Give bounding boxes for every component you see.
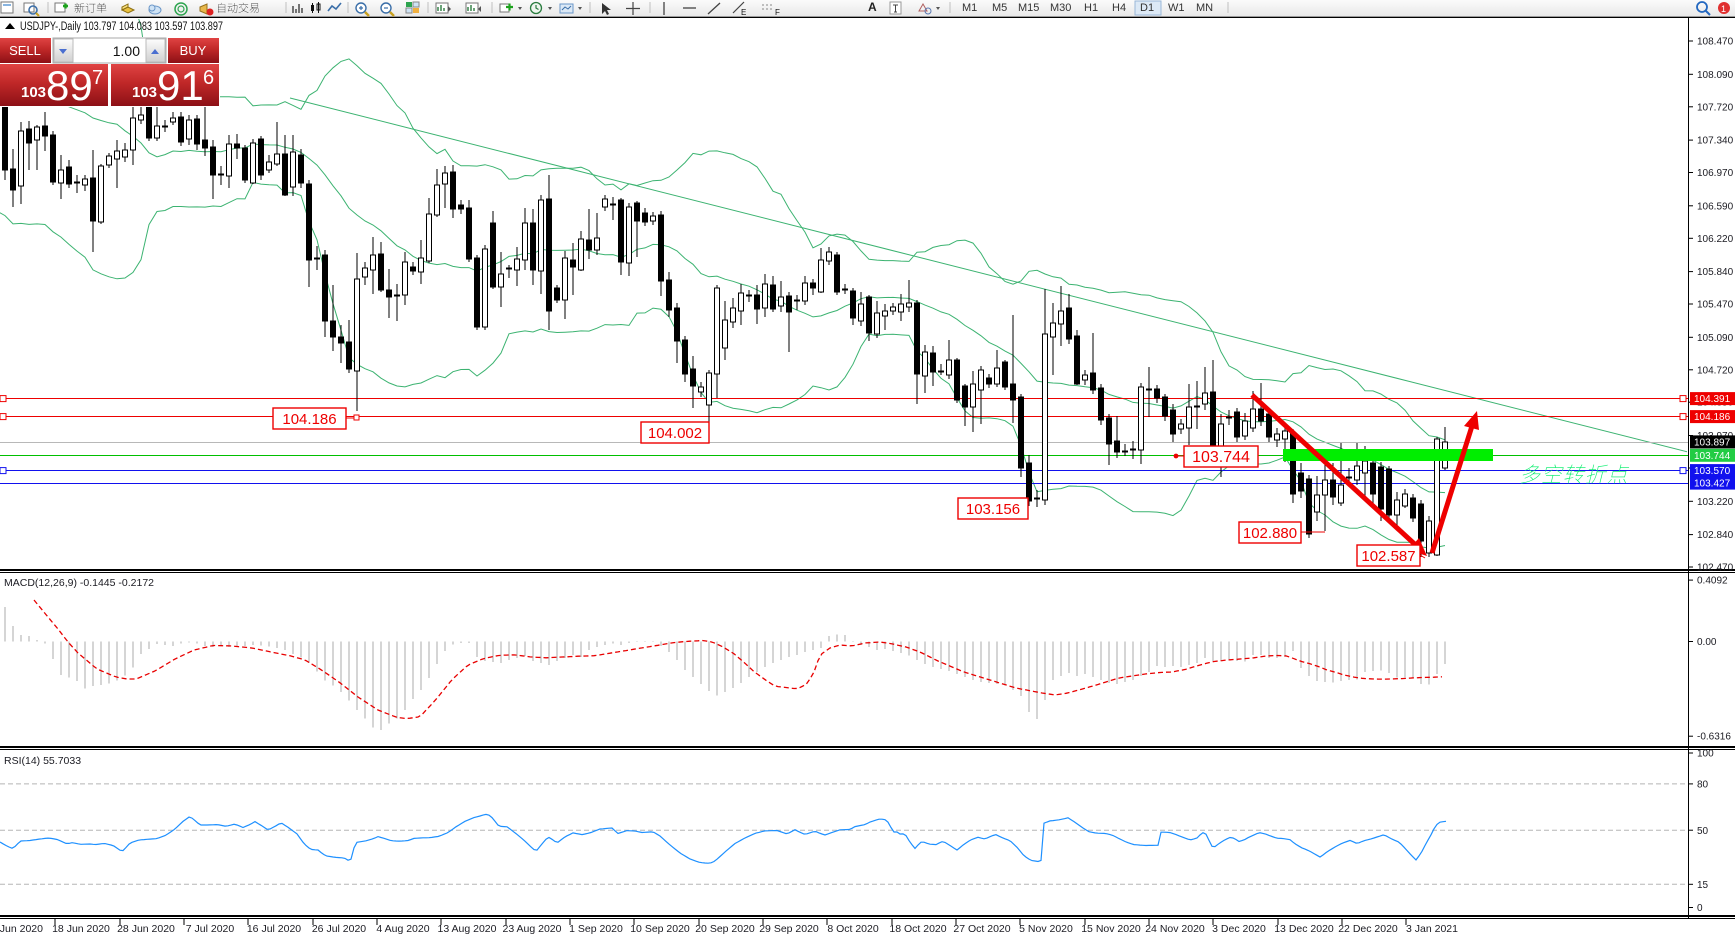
svg-text:103.744: 103.744 (1192, 449, 1250, 466)
svg-text:100: 100 (1697, 749, 1714, 760)
svg-text:106.970: 106.970 (1697, 168, 1734, 179)
svg-text:-0.6316: -0.6316 (1697, 732, 1731, 743)
svg-text:108.470: 108.470 (1697, 37, 1734, 48)
svg-text:7: 7 (92, 67, 103, 89)
svg-text:3 Dec 2020: 3 Dec 2020 (1212, 923, 1266, 935)
svg-text:104.720: 104.720 (1697, 365, 1734, 376)
svg-text:1.00: 1.00 (113, 43, 140, 59)
svg-text:10 Sep 2020: 10 Sep 2020 (630, 923, 690, 935)
svg-text:SELL: SELL (9, 43, 41, 58)
svg-text:103.156: 103.156 (966, 501, 1020, 518)
svg-text:5 Nov 2020: 5 Nov 2020 (1019, 923, 1073, 935)
svg-text:106.220: 106.220 (1697, 234, 1734, 245)
svg-text:D1: D1 (1140, 2, 1154, 14)
svg-text:13 Dec 2020: 13 Dec 2020 (1274, 923, 1334, 935)
svg-text:102.880: 102.880 (1243, 525, 1297, 542)
svg-text:MACD(12,26,9) -0.1445 -0.2172: MACD(12,26,9) -0.1445 -0.2172 (4, 577, 154, 589)
svg-text:A: A (868, 0, 877, 14)
svg-text:M15: M15 (1018, 2, 1039, 14)
svg-text:7 Jul 2020: 7 Jul 2020 (186, 923, 235, 935)
svg-text:USDJPY-,Daily 103.797 104.083: USDJPY-,Daily 103.797 104.083 103.597 10… (20, 21, 223, 33)
svg-text:103: 103 (132, 84, 157, 101)
svg-text:H4: H4 (1112, 2, 1126, 14)
svg-text:105.090: 105.090 (1697, 333, 1734, 344)
svg-text:8 Oct 2020: 8 Oct 2020 (827, 923, 879, 935)
svg-text:15: 15 (1697, 880, 1709, 891)
svg-text:104.186: 104.186 (1694, 412, 1731, 423)
svg-text:91: 91 (157, 62, 204, 109)
svg-text:16 Jul 2020: 16 Jul 2020 (247, 923, 301, 935)
svg-text:1: 1 (1721, 4, 1726, 14)
svg-text:108.090: 108.090 (1697, 70, 1734, 81)
svg-text:105.840: 105.840 (1697, 267, 1734, 278)
svg-text:18 Oct 2020: 18 Oct 2020 (889, 923, 946, 935)
svg-text:104.186: 104.186 (282, 411, 336, 428)
svg-text:20 Sep 2020: 20 Sep 2020 (695, 923, 755, 935)
svg-text:6: 6 (203, 67, 214, 89)
svg-text:103.744: 103.744 (1694, 451, 1731, 462)
svg-text:105.470: 105.470 (1697, 300, 1734, 311)
svg-text:24 Nov 2020: 24 Nov 2020 (1145, 923, 1205, 935)
svg-text:29 Sep 2020: 29 Sep 2020 (759, 923, 819, 935)
svg-text:106.590: 106.590 (1697, 201, 1734, 212)
svg-text:80: 80 (1697, 779, 1709, 790)
svg-text:3 Jan 2021: 3 Jan 2021 (1406, 923, 1458, 935)
svg-text:1 Sep 2020: 1 Sep 2020 (569, 923, 623, 935)
svg-text:107.720: 107.720 (1697, 102, 1734, 113)
svg-text:104.002: 104.002 (648, 425, 702, 442)
svg-text:103.897: 103.897 (1694, 437, 1731, 448)
svg-text:103: 103 (21, 84, 46, 101)
svg-text:104.391: 104.391 (1694, 394, 1731, 405)
svg-text:103.570: 103.570 (1694, 466, 1731, 477)
svg-text:26 Jul 2020: 26 Jul 2020 (312, 923, 366, 935)
svg-text:50: 50 (1697, 826, 1709, 837)
svg-text:RSI(14) 55.7033: RSI(14) 55.7033 (4, 755, 81, 767)
svg-text:0.4092: 0.4092 (1697, 576, 1728, 587)
svg-text:4 Aug 2020: 4 Aug 2020 (376, 923, 429, 935)
svg-text:103.220: 103.220 (1697, 497, 1734, 508)
svg-text:H1: H1 (1084, 2, 1098, 14)
svg-text:27 Oct 2020: 27 Oct 2020 (953, 923, 1010, 935)
svg-text:BUY: BUY (180, 43, 207, 58)
svg-text:F: F (775, 8, 780, 17)
svg-text:9 Jun 2020: 9 Jun 2020 (0, 923, 43, 935)
svg-text:89: 89 (46, 62, 93, 109)
svg-text:102.587: 102.587 (1361, 548, 1415, 565)
svg-text:0.00: 0.00 (1697, 637, 1717, 648)
svg-text:22 Dec 2020: 22 Dec 2020 (1338, 923, 1398, 935)
svg-text:18 Jun 2020: 18 Jun 2020 (52, 923, 110, 935)
svg-text:102.840: 102.840 (1697, 530, 1734, 541)
svg-text:E: E (741, 8, 746, 17)
svg-text:23 Aug 2020: 23 Aug 2020 (503, 923, 562, 935)
svg-text:M30: M30 (1050, 2, 1071, 14)
svg-text:M5: M5 (992, 2, 1007, 14)
svg-text:13 Aug 2020: 13 Aug 2020 (438, 923, 497, 935)
svg-text:W1: W1 (1168, 2, 1185, 14)
svg-text:M1: M1 (962, 2, 977, 14)
svg-text:107.340: 107.340 (1697, 136, 1734, 147)
svg-text:102.470: 102.470 (1697, 563, 1734, 574)
svg-text:0: 0 (1697, 903, 1703, 914)
svg-text:103.427: 103.427 (1694, 479, 1731, 490)
svg-text:MN: MN (1196, 2, 1213, 14)
svg-text:28 Jun 2020: 28 Jun 2020 (117, 923, 175, 935)
svg-text:15 Nov 2020: 15 Nov 2020 (1081, 923, 1141, 935)
